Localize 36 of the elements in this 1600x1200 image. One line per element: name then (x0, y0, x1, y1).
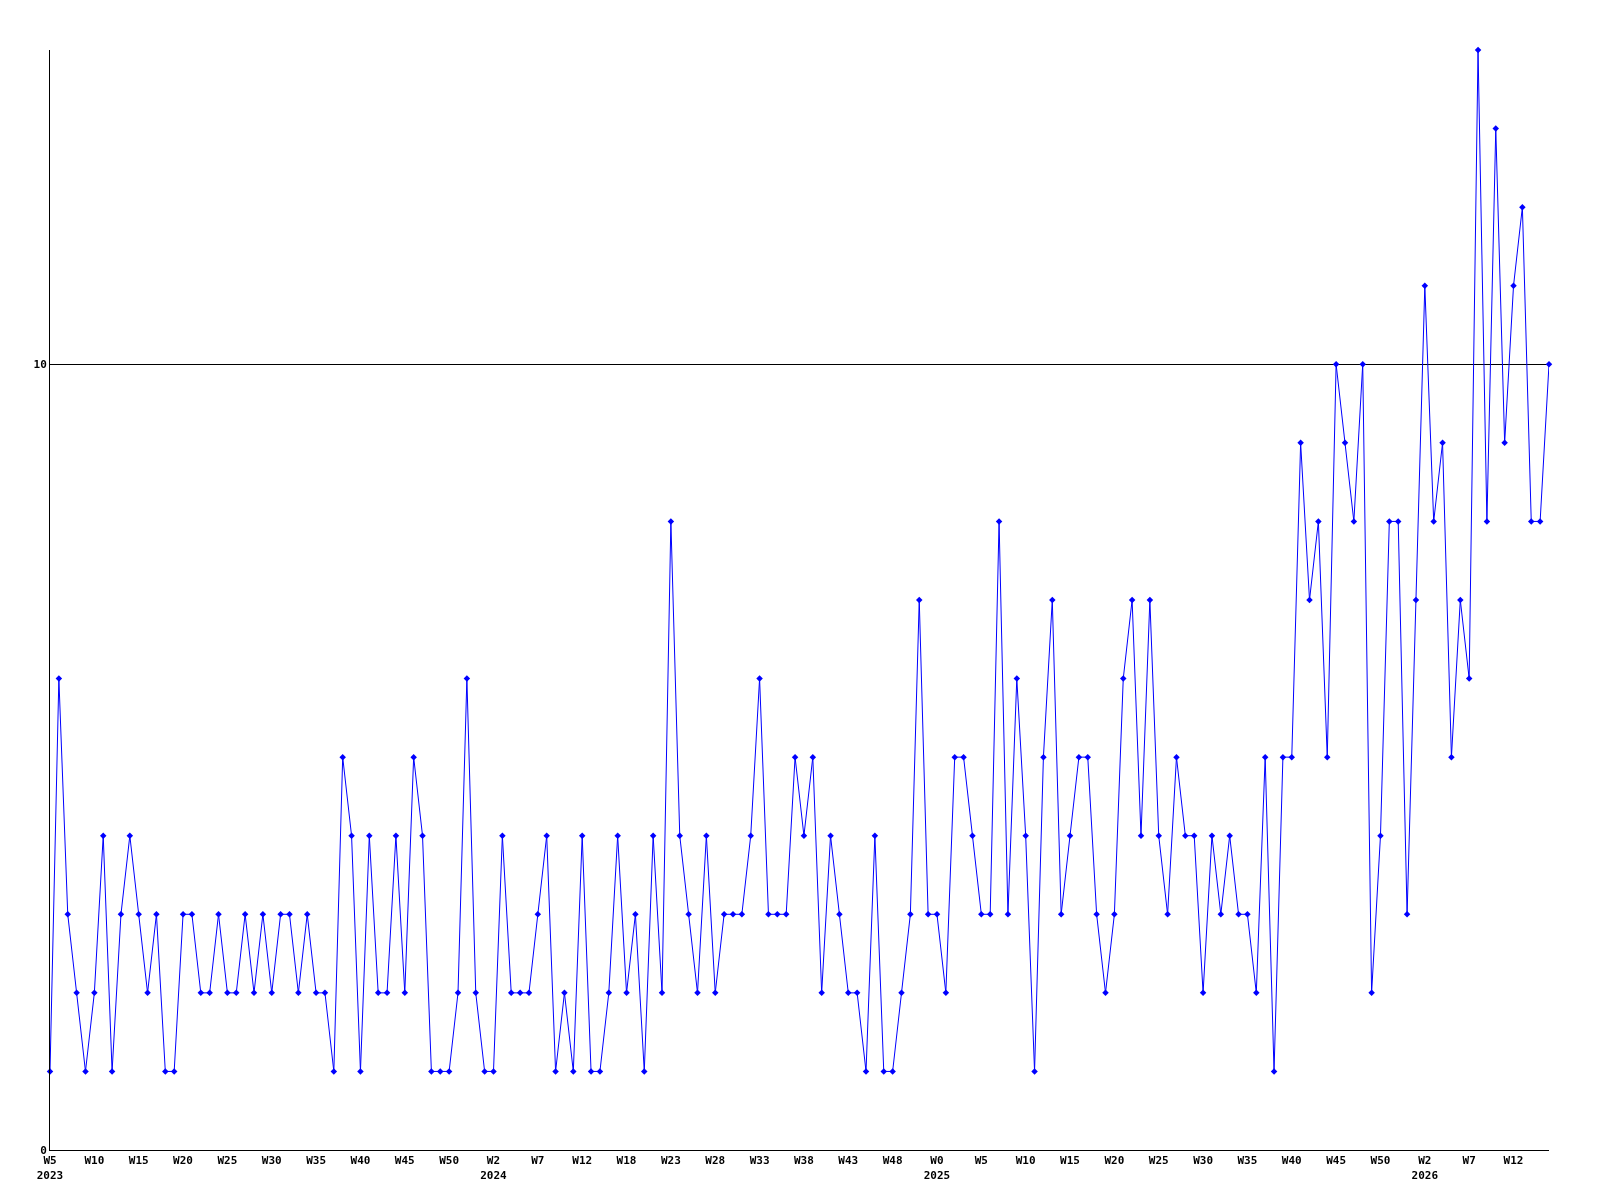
x-tick-label: W40 (350, 1154, 371, 1168)
x-tick-label: W40 (1281, 1154, 1302, 1168)
x-tick-label: W7 (531, 1154, 545, 1168)
x-tick-label: W5 (974, 1154, 988, 1168)
x-tick-label: W48 (882, 1154, 903, 1168)
x-tick-label: W10 (84, 1154, 105, 1168)
x-tick-label: W10 (1015, 1154, 1036, 1168)
x-tick-label: W2 2026 (1411, 1154, 1439, 1182)
x-tick-label: W50 (439, 1154, 460, 1168)
x-tick-label: W20 (173, 1154, 193, 1168)
x-tick-label: W18 (616, 1154, 637, 1168)
x-tick-label: W23 (660, 1154, 681, 1168)
x-tick-label: W38 (793, 1154, 814, 1168)
x-tick-label: W2 2024 (480, 1154, 508, 1182)
x-tick-label: W45 (1326, 1154, 1347, 1168)
x-tick-label: W35 (1237, 1154, 1258, 1168)
x-tick-label: W25 (217, 1154, 238, 1168)
x-tick-label: W12 (572, 1154, 593, 1168)
x-tick-label: W43 (838, 1154, 859, 1168)
x-tick-label: W33 (749, 1154, 770, 1168)
x-tick-label: W12 (1503, 1154, 1524, 1168)
x-tick-label: W15 (128, 1154, 149, 1168)
x-tick-label: W20 (1104, 1154, 1125, 1168)
x-tick-label: W25 (1148, 1154, 1169, 1168)
x-tick-label: W5 2023 (36, 1154, 64, 1182)
y-tick-label: 10 (33, 358, 47, 372)
x-tick-label: W30 (1193, 1154, 1214, 1168)
x-tick-label: W15 (1060, 1154, 1080, 1168)
y-tick-label: 0 (40, 1143, 47, 1157)
x-tick-label: W30 (261, 1154, 282, 1168)
x-tick-label: W35 (306, 1154, 327, 1168)
x-tick-label: W28 (705, 1154, 726, 1168)
x-tick-label: W0 2025 (923, 1154, 951, 1182)
x-tick-label: W50 (1370, 1154, 1391, 1168)
x-tick-label: W7 (1462, 1154, 1476, 1168)
x-tick-label: W45 (394, 1154, 415, 1168)
